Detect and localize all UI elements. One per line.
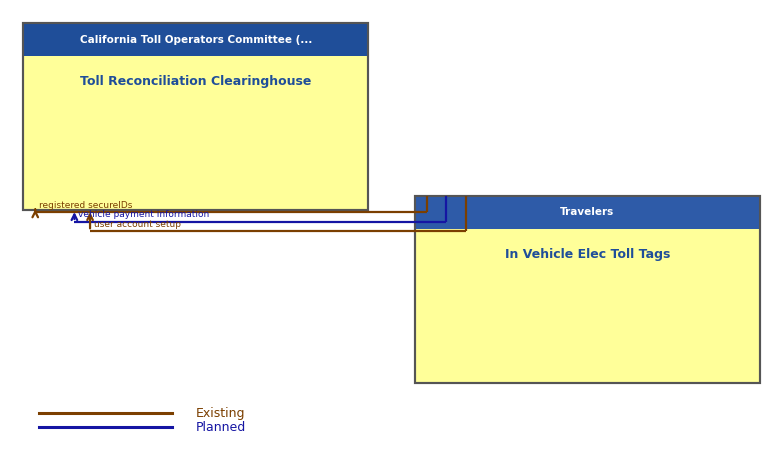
Text: Existing: Existing xyxy=(196,407,245,420)
Text: Toll Reconciliation Clearinghouse: Toll Reconciliation Clearinghouse xyxy=(80,75,312,88)
Bar xyxy=(415,196,760,383)
Text: vehicle payment information: vehicle payment information xyxy=(78,211,210,219)
Text: Travelers: Travelers xyxy=(560,207,615,218)
Text: California Toll Operators Committee (...: California Toll Operators Committee (... xyxy=(80,35,312,45)
Bar xyxy=(415,196,760,229)
Text: In Vehicle Elec Toll Tags: In Vehicle Elec Toll Tags xyxy=(504,248,670,261)
Bar xyxy=(23,23,368,56)
Text: Planned: Planned xyxy=(196,421,246,434)
Text: user account setup: user account setup xyxy=(94,220,181,229)
Bar xyxy=(23,23,368,210)
Bar xyxy=(415,196,760,383)
Bar xyxy=(23,23,368,210)
Text: registered secureIDs: registered secureIDs xyxy=(39,201,132,210)
